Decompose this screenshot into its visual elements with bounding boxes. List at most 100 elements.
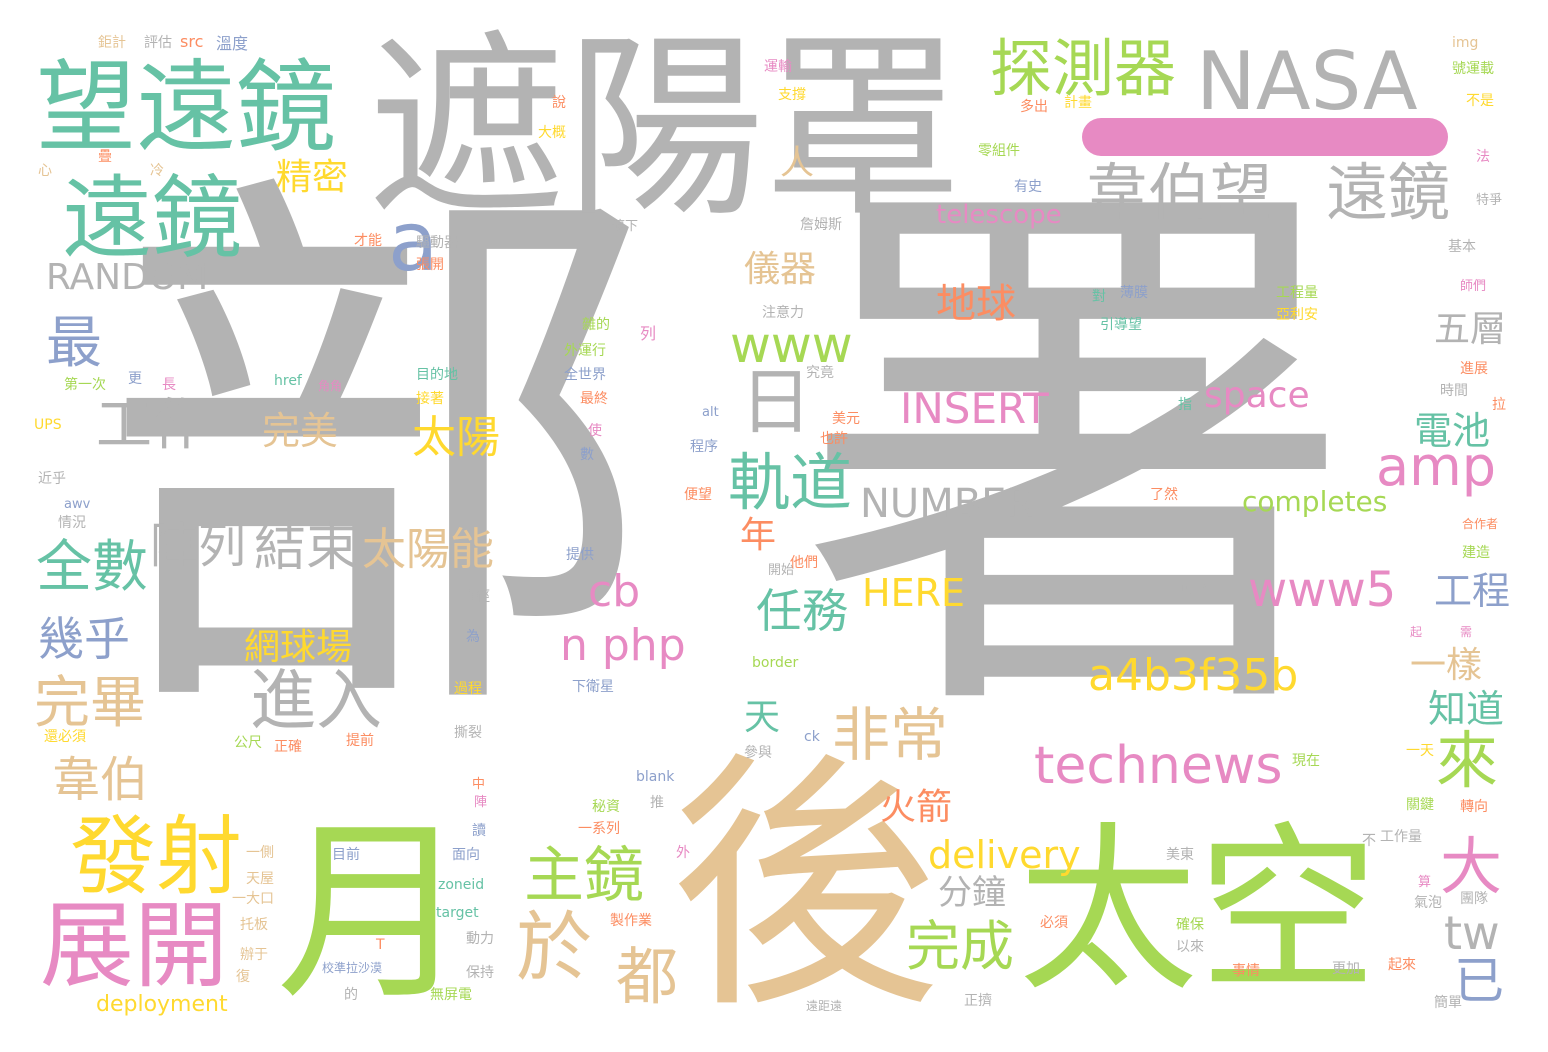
word-jinru: 進入 bbox=[250, 662, 382, 739]
word-small: 校準拉沙漠 bbox=[322, 961, 383, 975]
word-small: 面向 bbox=[452, 847, 480, 863]
word-small: 工作量 bbox=[1380, 829, 1422, 845]
word-small: 冷 bbox=[150, 163, 164, 179]
word-small: 合作者 bbox=[1462, 517, 1499, 531]
word-tian: 天 bbox=[744, 697, 781, 738]
word-gongcheng: 工程 bbox=[1434, 569, 1511, 613]
word-small: 便望 bbox=[684, 487, 712, 503]
word-yiyang: 一樣 bbox=[1410, 645, 1483, 686]
word-small: 下衛星 bbox=[572, 679, 614, 695]
word-small: 長 bbox=[162, 377, 176, 393]
word-small: 薄膜 bbox=[1120, 285, 1148, 301]
word-small: 一系列 bbox=[578, 821, 620, 837]
word-small: 遠距遠 bbox=[806, 999, 843, 1013]
word-small: 提供 bbox=[566, 547, 594, 563]
word-small: 對 bbox=[1092, 289, 1106, 305]
word-amp: amp bbox=[1376, 435, 1496, 498]
word-diqiu: 地球 bbox=[936, 281, 1016, 327]
word-small: 的 bbox=[344, 987, 358, 1003]
word-cb: cb bbox=[588, 566, 641, 617]
word-small: 列 bbox=[640, 324, 657, 343]
word-small: 現在 bbox=[1292, 753, 1320, 769]
word-here: HERE bbox=[862, 571, 965, 615]
word-small: 目前 bbox=[332, 847, 360, 863]
word-small: 外 bbox=[676, 845, 690, 861]
word-wanmei: 完美 bbox=[262, 409, 339, 453]
word-small: 程序 bbox=[690, 439, 718, 455]
word-delivery: delivery bbox=[928, 833, 1081, 877]
word-small: 還必須 bbox=[44, 729, 86, 745]
word-small: 接著 bbox=[416, 391, 444, 407]
word-small: 不是 bbox=[1466, 93, 1494, 109]
word-small: 全世界 bbox=[564, 367, 606, 383]
word-small: 以來 bbox=[1176, 939, 1204, 955]
word-wanbi: 完畢 bbox=[34, 671, 146, 736]
word-small: 製作業 bbox=[610, 913, 652, 929]
word-small: 辦于 bbox=[240, 947, 268, 963]
word-small: 最終 bbox=[580, 391, 608, 407]
word-small: 角角 bbox=[318, 379, 343, 393]
word-small: 張開 bbox=[416, 257, 444, 273]
word-taikong: 太空 bbox=[1018, 807, 1379, 1016]
word-small: awv bbox=[64, 497, 91, 512]
word-small: alt bbox=[702, 405, 719, 420]
word-small: 號運載 bbox=[1452, 61, 1494, 77]
word-small: 運輸 bbox=[764, 59, 792, 75]
word-small: 注意力 bbox=[762, 305, 804, 321]
word-small: 為 bbox=[466, 629, 480, 645]
word-completes: completes bbox=[1242, 485, 1388, 518]
word-small: 零組件 bbox=[978, 143, 1020, 159]
word-zui: 最 bbox=[46, 311, 102, 376]
word-small: 大概 bbox=[538, 125, 566, 141]
word-small: 公尺 bbox=[234, 735, 262, 751]
word-small: 無屏電 bbox=[430, 987, 472, 1003]
word-small: 關鍵 bbox=[1406, 797, 1434, 813]
word-yue: 月 bbox=[276, 800, 470, 1026]
word-small: 事情 bbox=[1232, 963, 1260, 979]
word-small: 起 bbox=[1410, 625, 1423, 639]
word-small: zoneid bbox=[438, 877, 485, 893]
word-small: href bbox=[274, 373, 302, 389]
word-tw: tw bbox=[1444, 906, 1500, 960]
word-small: 詹姆斯 bbox=[800, 217, 842, 233]
word-zhidao: 知道 bbox=[1428, 687, 1505, 731]
word-renwu: 任務 bbox=[756, 584, 848, 638]
word-small: 讀 bbox=[472, 823, 486, 839]
word-nian: 年 bbox=[740, 515, 777, 556]
word-telescope: telescope bbox=[936, 200, 1062, 230]
word-small: 算 bbox=[1418, 875, 1432, 890]
word-deployment: deployment bbox=[96, 992, 228, 1017]
word-small: 簡單 bbox=[1434, 995, 1462, 1011]
word-small: 確保 bbox=[1176, 917, 1204, 933]
word-small: 秘資 bbox=[592, 799, 620, 815]
word-small: 可以 bbox=[1180, 581, 1208, 597]
word-small: 究竟 bbox=[806, 365, 834, 381]
word-gongzuo: 工作 bbox=[96, 393, 208, 458]
word-zhenlie: 陣列 bbox=[150, 518, 247, 574]
word-small: 鉅計 bbox=[98, 35, 126, 51]
word-zhujing: 主鏡 bbox=[524, 841, 644, 911]
word-small: 外運行 bbox=[564, 343, 606, 359]
word-small: 推 bbox=[650, 795, 664, 811]
word-yu: 於 bbox=[516, 903, 592, 992]
word-a4b3f35b: a4b3f35b bbox=[1088, 650, 1299, 701]
word-small: target bbox=[436, 905, 479, 921]
word-small: 撕裂 bbox=[454, 725, 482, 741]
word-small: 一側 bbox=[246, 845, 274, 861]
word-small: 心 bbox=[38, 163, 52, 179]
word-dash bbox=[1082, 118, 1448, 156]
word-wuceng: 五層 bbox=[1434, 309, 1507, 350]
word-small: 保持 bbox=[466, 965, 494, 981]
word-random: RANDOM bbox=[46, 257, 209, 298]
word-small: 多出 bbox=[1020, 99, 1048, 115]
word-yi: 已 bbox=[1454, 952, 1504, 1010]
word-jieshu: 結束 bbox=[254, 518, 359, 578]
word-small: 開始 bbox=[768, 563, 795, 578]
word-small: 托板 bbox=[240, 917, 268, 933]
word-small: 美東 bbox=[1166, 847, 1194, 863]
word-small: 氣泡 bbox=[1414, 895, 1442, 911]
word-nphp: n php bbox=[560, 620, 686, 671]
word-small: 指 bbox=[1178, 397, 1192, 413]
word-small: 支撐 bbox=[778, 87, 806, 103]
